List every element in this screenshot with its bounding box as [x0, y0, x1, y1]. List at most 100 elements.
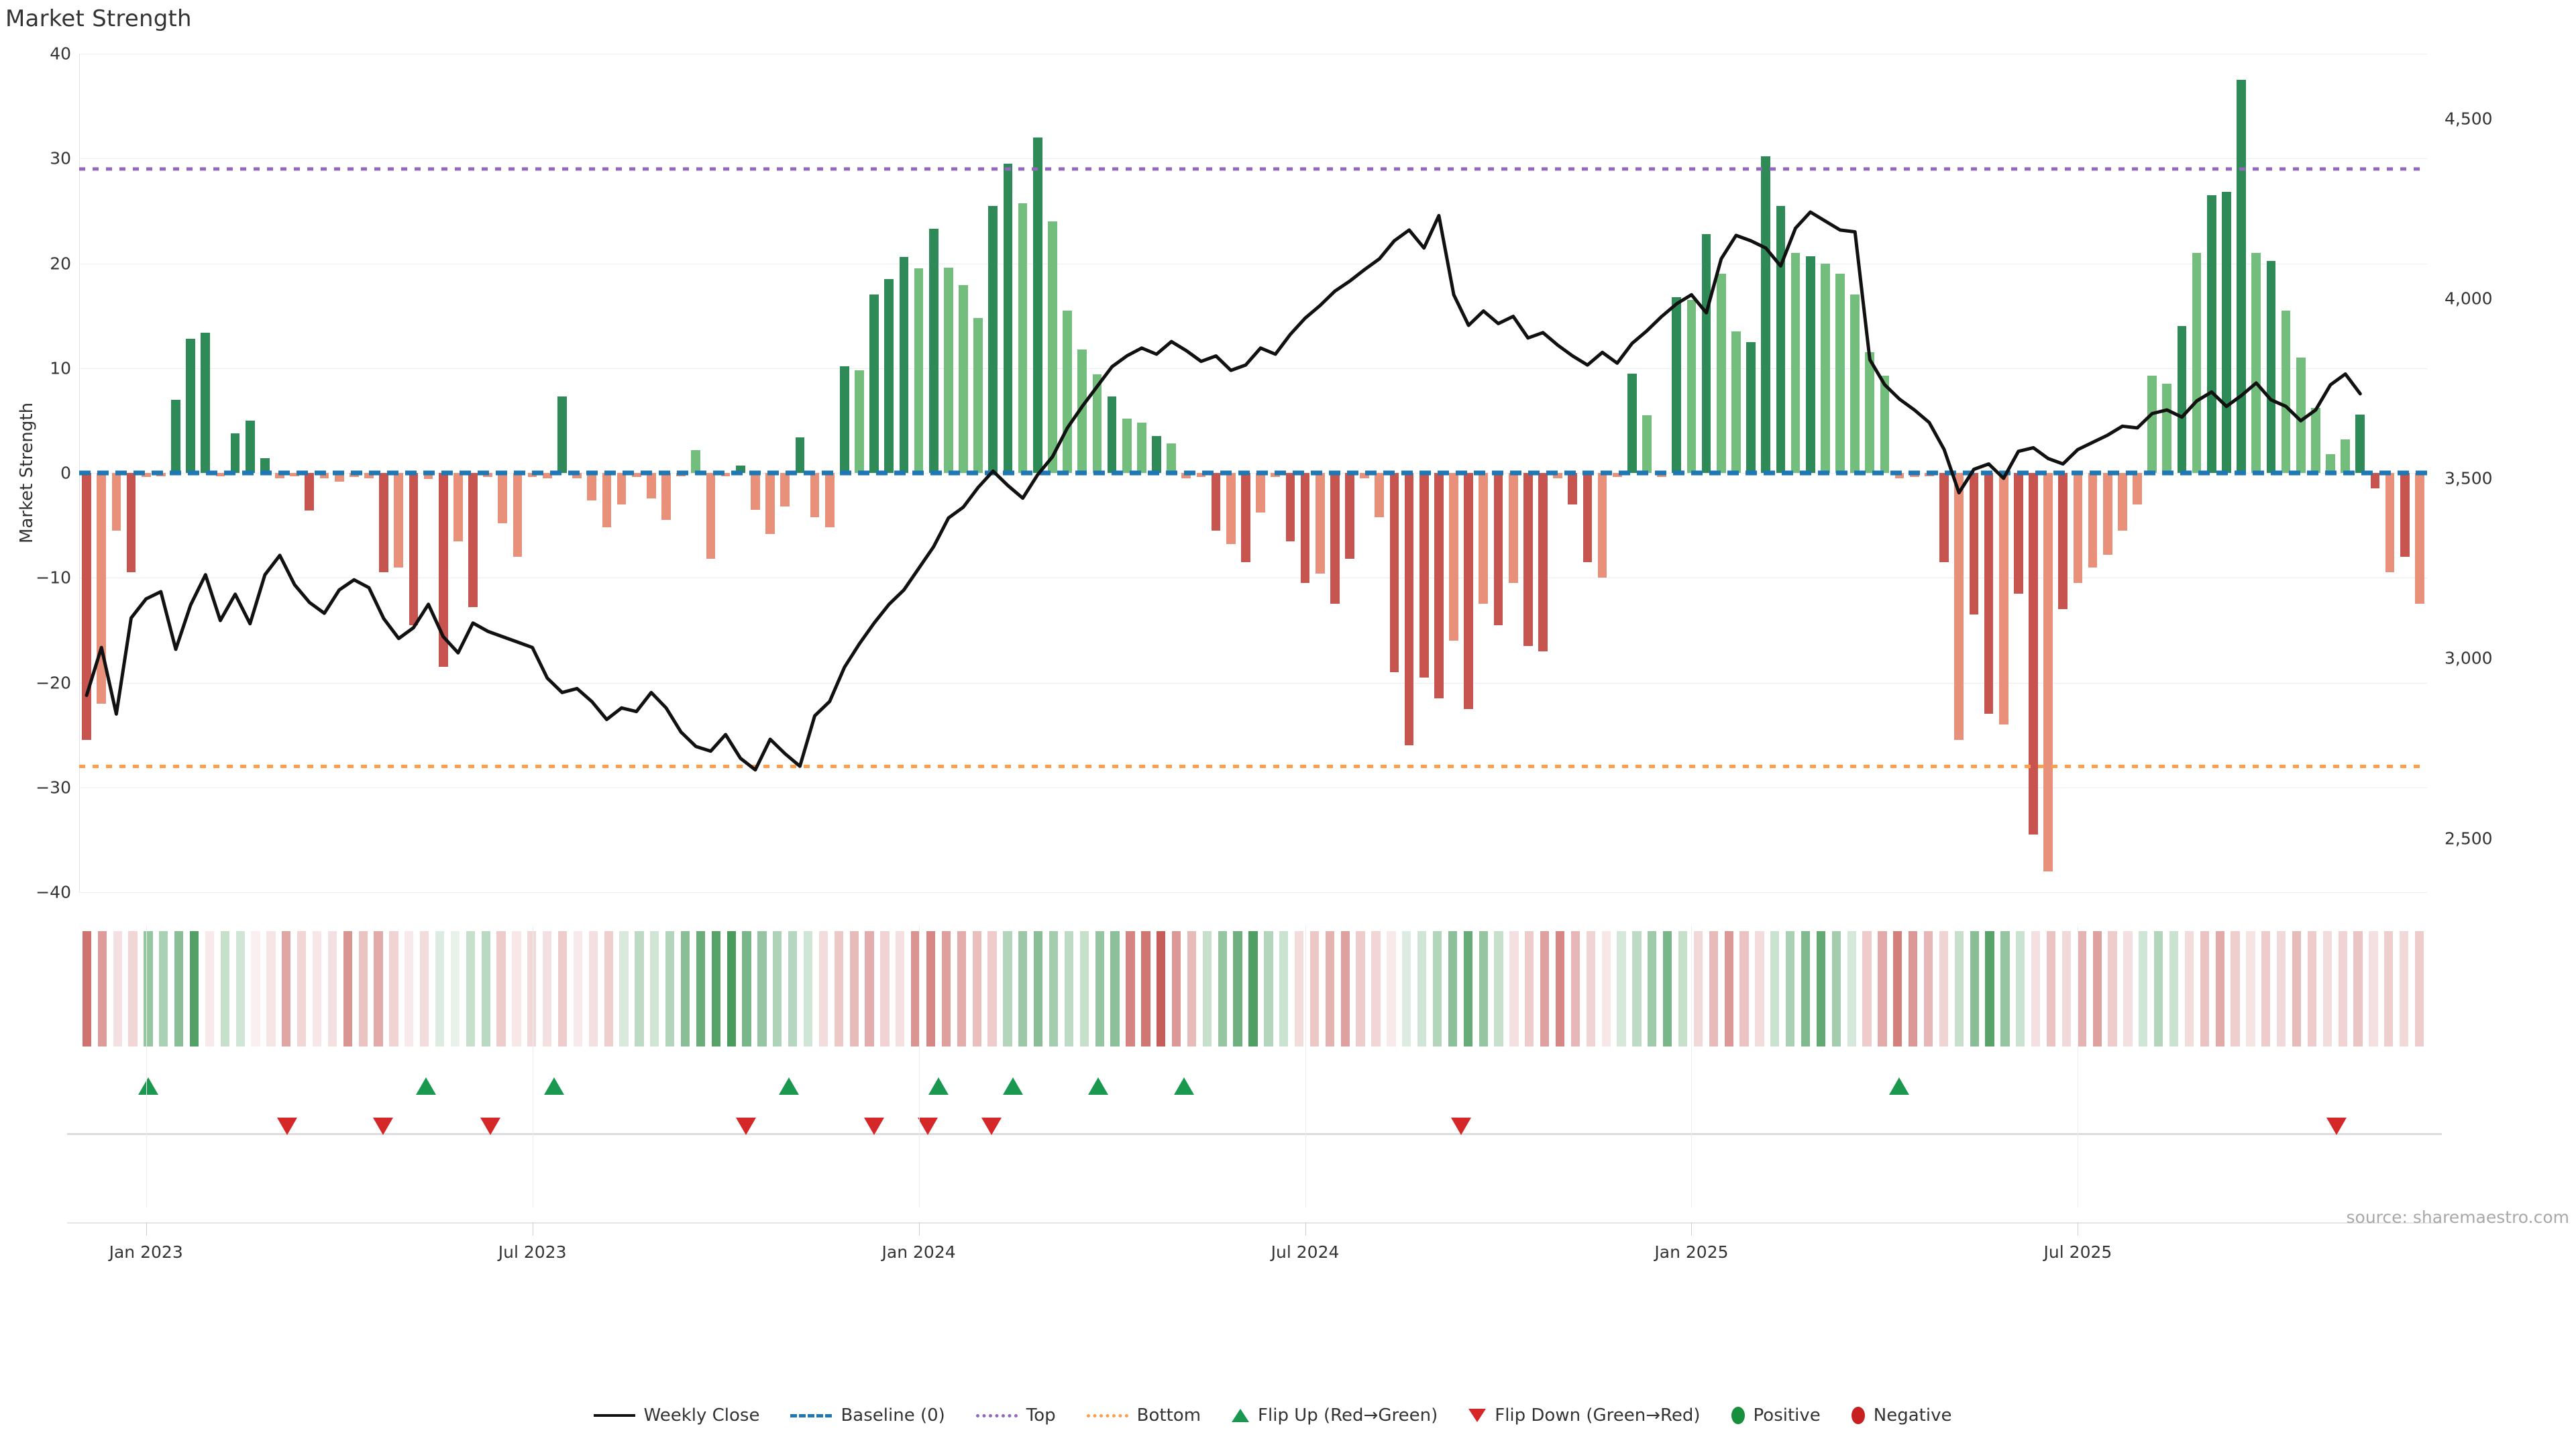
left-tick-label: 30: [50, 148, 71, 168]
strength-bar: [2013, 473, 2023, 594]
legend-dashed-swatch: [790, 1413, 833, 1417]
heatmap-cell: [1617, 931, 1626, 1046]
heatmap-cell: [2292, 931, 2302, 1046]
strength-bar: [1092, 374, 1102, 473]
strength-bar: [2222, 192, 2231, 473]
heatmap-cell: [1586, 931, 1595, 1046]
heatmap-cell: [896, 931, 905, 1046]
legend-item-flip-up[interactable]: Flip Up (Red→Green): [1232, 1405, 1438, 1426]
heatmap-cell: [911, 931, 920, 1046]
strength-bar: [1731, 331, 1741, 473]
heatmap-cell: [374, 931, 383, 1046]
strength-bar: [334, 473, 344, 482]
strength-bar: [988, 205, 998, 473]
strength-bar: [2118, 473, 2127, 531]
strength-bar: [1285, 473, 1295, 541]
strength-bar: [2341, 439, 2351, 473]
heatmap-cell: [2231, 931, 2240, 1046]
strength-bar: [2133, 473, 2142, 504]
heatmap-cell: [1494, 931, 1503, 1046]
flip-up-marker: [416, 1077, 437, 1095]
strength-bar: [1389, 473, 1399, 672]
legend-label: Top: [1026, 1405, 1056, 1426]
strength-bar: [1256, 473, 1265, 513]
strength-bar: [661, 473, 671, 521]
heatmap-cell: [742, 931, 751, 1046]
strength-bar: [1850, 294, 1860, 473]
heatmap-cell: [1448, 931, 1458, 1046]
heatmap-cell: [450, 931, 460, 1046]
heatmap-cell: [1371, 931, 1381, 1046]
heatmap-cell: [2123, 931, 2133, 1046]
heatmap-cell: [1601, 931, 1611, 1046]
strength-bar: [2043, 473, 2053, 871]
heatmap-cell: [1525, 931, 1534, 1046]
heatmap-cell: [941, 931, 951, 1046]
strength-bar: [2370, 473, 2380, 489]
heatmap-cell: [2061, 931, 2072, 1046]
heatmap-cell: [1878, 931, 1887, 1046]
flip-down-marker: [480, 1118, 500, 1135]
strength-bar: [899, 257, 909, 473]
legend-item-bottom[interactable]: Bottom: [1086, 1405, 1201, 1426]
left-tick-label: 20: [50, 254, 71, 273]
x-tick-label: Jan 2025: [1654, 1242, 1729, 1262]
right-tick-label: 3,500: [2445, 468, 2493, 488]
heatmap-cell: [2031, 931, 2041, 1046]
heatmap-cell: [1693, 931, 1703, 1046]
triangle-down-icon: [1468, 1409, 1487, 1422]
heatmap-cell: [1049, 931, 1059, 1046]
heatmap-cell: [957, 931, 966, 1046]
strength-bar: [171, 399, 180, 473]
left-tick-label: 0: [60, 463, 71, 483]
legend-item-positive[interactable]: Positive: [1731, 1405, 1821, 1426]
legend-item-baseline[interactable]: Baseline (0): [790, 1405, 945, 1426]
heatmap-cell: [1648, 931, 1657, 1046]
heatmap-cell: [220, 931, 229, 1046]
strength-bar: [1865, 352, 1875, 473]
strength-bar: [305, 473, 315, 511]
strength-bar: [735, 466, 745, 473]
strength-bar: [2237, 80, 2246, 473]
strength-bar: [527, 473, 537, 478]
heatmap-cell: [496, 931, 506, 1046]
heatmap-cell: [1801, 931, 1811, 1046]
strength-bar: [438, 473, 448, 667]
strength-bar: [1835, 274, 1845, 473]
heatmap-cell: [1187, 931, 1197, 1046]
strength-bar: [780, 473, 790, 506]
legend-label: Flip Down (Green→Red): [1495, 1405, 1701, 1426]
strength-bar: [1984, 473, 1994, 714]
heatmap-cell: [1079, 931, 1089, 1046]
heatmap-cell: [113, 931, 122, 1046]
right-tick-label: 2,500: [2445, 828, 2493, 849]
heatmap-cell: [144, 931, 153, 1046]
heatmap-cell: [2046, 931, 2056, 1046]
strength-bar: [1449, 473, 1458, 641]
strength-bar: [97, 473, 107, 704]
legend-item-negative[interactable]: Negative: [1851, 1405, 1951, 1426]
heatmap-cell: [849, 931, 859, 1046]
heatmap-cell: [312, 931, 322, 1046]
strength-bar: [1597, 473, 1607, 578]
strength-bar: [2073, 473, 2083, 584]
heatmap-cell: [2414, 931, 2424, 1046]
left-axis-spine: [79, 54, 80, 892]
legend-line-swatch: [593, 1414, 635, 1417]
legend-item-flip-down[interactable]: Flip Down (Green→Red): [1468, 1405, 1701, 1426]
strength-bar: [349, 473, 359, 478]
strength-bar: [1969, 473, 1979, 614]
strength-bar: [959, 285, 968, 473]
legend-item-top[interactable]: Top: [975, 1405, 1056, 1426]
heatmap-cell: [1970, 931, 1979, 1046]
heatmap-cell: [773, 931, 782, 1046]
heatmap-cell: [2108, 931, 2117, 1046]
gridline: [79, 682, 2427, 684]
heatmap-cell: [358, 931, 368, 1046]
strength-bar: [1954, 473, 1964, 741]
heatmap-cell: [543, 931, 552, 1046]
legend-item-weekly-close[interactable]: Weekly Close: [593, 1405, 759, 1426]
flip-down-marker: [736, 1118, 757, 1135]
heatmap-cell: [389, 931, 398, 1046]
strength-bar: [2251, 252, 2261, 473]
